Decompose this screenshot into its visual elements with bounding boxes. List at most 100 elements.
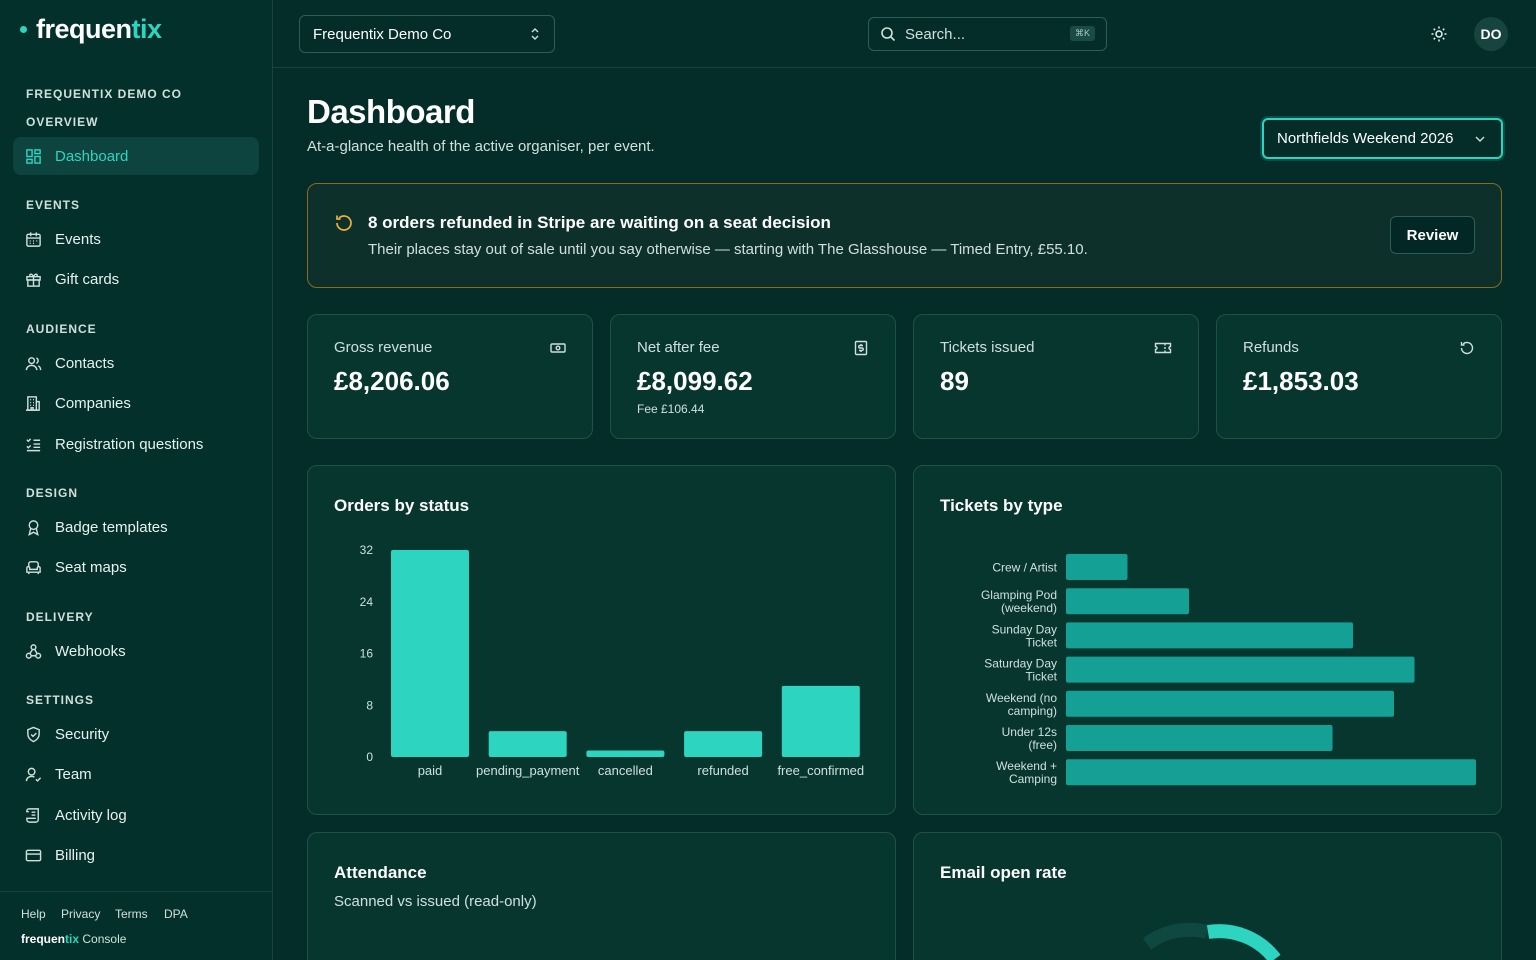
y-tick-label: 32 [360, 543, 374, 557]
stat-card-net-after-fee: Net after fee £8,099.62 Fee £106.44 [610, 314, 896, 439]
x-tick-label: paid [418, 763, 443, 778]
x-tick-label: cancelled [598, 763, 653, 778]
sidebar-item-label: Registration questions [55, 435, 204, 453]
sidebar-item-gift-cards[interactable]: Gift cards [13, 260, 259, 298]
building-icon [25, 395, 40, 411]
search-shortcut: ⌘K [1069, 26, 1095, 41]
stat-label: Gross revenue [334, 339, 433, 356]
bar-ticket-type [1066, 588, 1189, 615]
section-design: DESIGN [26, 486, 79, 500]
search-icon [881, 27, 896, 42]
bar-ticket-type [1066, 656, 1415, 683]
stat-card-refunds: Refunds £1,853.03 [1216, 314, 1502, 439]
users-icon [25, 356, 42, 370]
email-open-rate-title: Email open rate [940, 863, 1067, 882]
x-tick-label: free_confirmed [777, 763, 864, 778]
stat-value: £1,853.03 [1243, 366, 1359, 396]
console-brand-part2: tix [65, 932, 80, 946]
bar-free-confirmed [781, 685, 860, 757]
review-button[interactable]: Review [1390, 216, 1475, 254]
y-tick-label: Under 12s [1002, 725, 1057, 739]
topbar: Frequentix Demo Co Search... ⌘K DO [273, 0, 1536, 68]
sidebar-item-contacts[interactable]: Contacts [13, 344, 259, 382]
user-check-icon [25, 767, 42, 782]
logo-text-part2: tix [131, 14, 163, 44]
stat-label: Refunds [1243, 339, 1299, 356]
dashboard-icon [26, 148, 41, 164]
gift-icon [26, 272, 41, 287]
y-tick-label: camping) [1008, 704, 1057, 718]
checklist-icon [26, 437, 41, 451]
console-text: Console [82, 932, 127, 946]
bar-refunded [684, 731, 763, 757]
theme-toggle-sun-icon[interactable] [1430, 25, 1448, 43]
page-subtitle: At-a-glance health of the active organis… [307, 138, 655, 155]
y-tick-label: (weekend) [1001, 601, 1057, 615]
receipt-icon [854, 340, 868, 356]
sidebar-item-label: Badge templates [55, 518, 168, 536]
email-open-rate-donut [1142, 922, 1281, 960]
sidebar-item-label: Companies [55, 394, 131, 412]
y-tick-label: Camping [1009, 772, 1057, 786]
y-tick-label: Weekend + [996, 759, 1057, 773]
y-tick-label: 16 [360, 647, 374, 661]
y-tick-label: Ticket [1025, 635, 1057, 649]
sidebar-item-security[interactable]: Security [13, 715, 259, 753]
section-delivery: DELIVERY [26, 610, 94, 624]
org-switcher-label: Frequentix Demo Co [313, 25, 452, 43]
chevrons-up-down-icon [531, 28, 539, 40]
user-avatar[interactable]: DO [1474, 17, 1508, 51]
stat-card-tickets-issued: Tickets issued 89 [913, 314, 1199, 439]
armchair-icon [26, 560, 41, 574]
bar-cancelled [586, 750, 665, 757]
sidebar: frequen tix FREQUENTIX DEMO CO OVERVIEW D… [0, 0, 273, 960]
org-switcher[interactable]: Frequentix Demo Co [299, 15, 555, 53]
scroll-icon [26, 807, 39, 823]
sidebar-item-label: Dashboard [55, 147, 129, 165]
email-open-rate-card: Email open rate [913, 832, 1502, 960]
sidebar-item-label: Billing [55, 846, 96, 864]
alert-text: Their places stay out of sale until you … [368, 241, 1088, 258]
sidebar-item-activity-log[interactable]: Activity log [13, 796, 259, 834]
sidebar-item-webhooks[interactable]: Webhooks [13, 632, 259, 670]
y-tick-label: 8 [366, 698, 373, 712]
sidebar-item-label: Webhooks [55, 642, 126, 660]
stat-label: Net after fee [637, 339, 720, 356]
stat-value: £8,206.06 [334, 366, 450, 396]
sidebar-item-dashboard[interactable]: Dashboard [13, 137, 259, 175]
y-tick-label: Crew / Artist [992, 561, 1057, 575]
sidebar-item-events[interactable]: Events [13, 220, 259, 258]
stat-value: £8,099.62 [637, 366, 753, 396]
logo-text-part1: frequen [36, 14, 132, 44]
tickets-by-type-chart: Crew / Artist Glamping Pod(weekend) Sunday… [981, 554, 1476, 786]
sidebar-item-team[interactable]: Team [13, 755, 259, 793]
ticket-icon [1154, 342, 1172, 354]
stat-value: 89 [940, 366, 969, 396]
page-title: Dashboard [307, 93, 475, 130]
y-tick-label: Ticket [1025, 670, 1057, 684]
sidebar-item-billing[interactable]: Billing [13, 836, 259, 874]
footer-link-privacy[interactable]: Privacy [61, 907, 101, 921]
sidebar-item-registration-questions[interactable]: Registration questions [13, 425, 259, 463]
footer-link-help[interactable]: Help [21, 907, 46, 921]
orders-by-status-chart: 0 8 16 24 32 paid pending_payment cancelled refu… [360, 543, 865, 778]
section-overview: OVERVIEW [26, 115, 99, 129]
sidebar-item-label: Security [55, 725, 110, 743]
section-events: EVENTS [26, 198, 81, 212]
attendance-card: Attendance Scanned vs issued (read-only) [307, 832, 896, 960]
event-selector[interactable]: Northfields Weekend 2026 [1262, 118, 1503, 159]
sidebar-item-seat-maps[interactable]: Seat maps [13, 548, 259, 586]
sidebar-item-companies[interactable]: Companies [13, 384, 259, 422]
footer-link-dpa[interactable]: DPA [164, 907, 188, 921]
chevron-down-icon [1475, 136, 1485, 142]
brand-logo[interactable]: frequen tix [20, 14, 162, 45]
y-tick-label: Weekend (no [986, 691, 1057, 705]
orders-chart-title: Orders by status [334, 496, 470, 515]
sidebar-item-badge-templates[interactable]: Badge templates [13, 508, 259, 546]
console-label: frequentix Console [21, 932, 126, 946]
search-input[interactable]: Search... ⌘K [868, 17, 1107, 51]
y-tick-label: Sunday Day [992, 622, 1057, 636]
sidebar-item-label: Team [55, 765, 92, 783]
footer-link-terms[interactable]: Terms [115, 907, 148, 921]
y-tick-label: Saturday Day [984, 657, 1057, 671]
